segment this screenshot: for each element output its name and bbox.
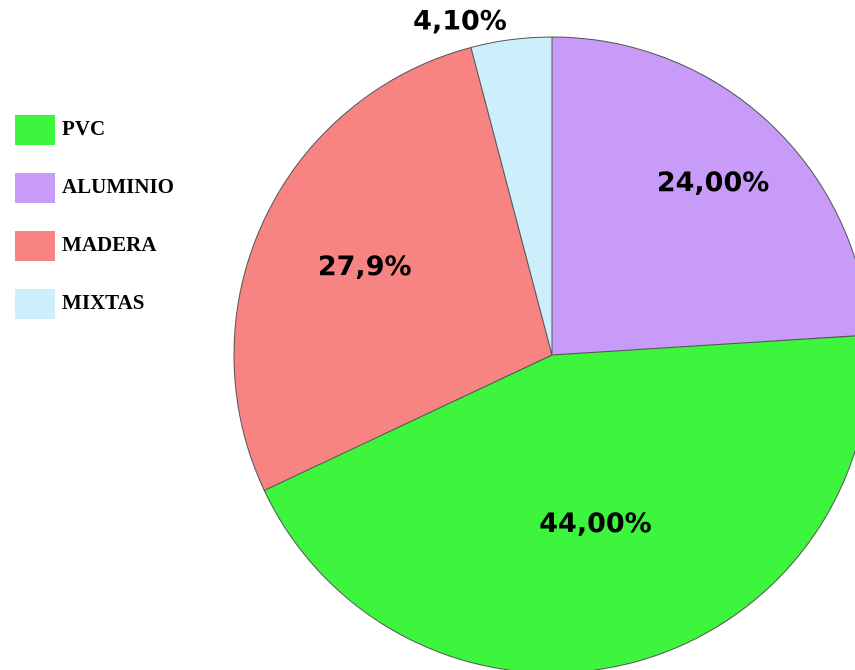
legend-swatch [15, 115, 55, 145]
legend-label: MIXTAS [62, 290, 144, 314]
data-label: 24,00% [657, 167, 769, 198]
pie-slice [233, 46, 553, 492]
legend-label: MADERA [62, 232, 157, 256]
legend-label: PVC [62, 116, 105, 140]
pie-slice [470, 36, 553, 356]
data-label: 27,9% [318, 251, 412, 282]
legend-swatch [15, 173, 55, 203]
pie-slice [263, 335, 855, 670]
pie-slice [551, 36, 855, 356]
legend-swatch [15, 231, 55, 261]
data-label: 44,00% [539, 508, 651, 539]
legend-swatch [15, 289, 55, 319]
data-label: 4,10% [413, 6, 507, 37]
legend-label: ALUMINIO [62, 174, 174, 198]
